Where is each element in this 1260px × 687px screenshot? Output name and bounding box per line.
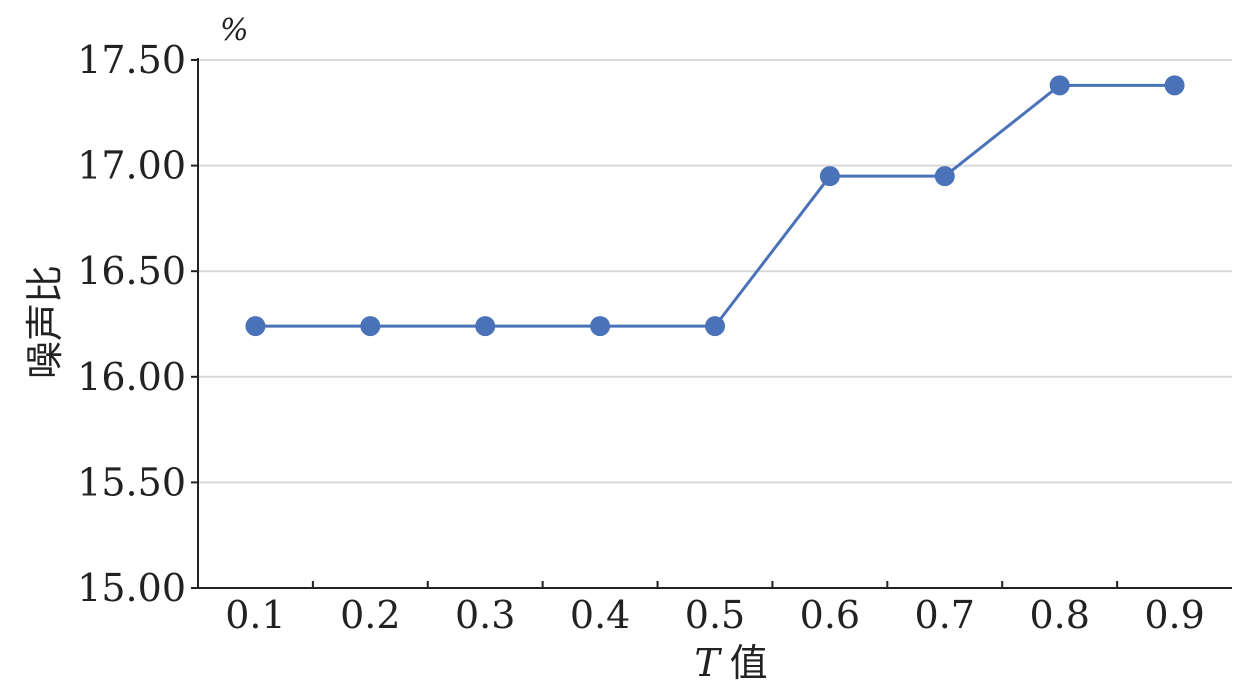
x-tick-label: 0.6	[800, 593, 860, 637]
x-tick-label: 0.9	[1144, 593, 1204, 637]
y-tick-label: 15.00	[77, 566, 186, 610]
x-axis-variable: T	[694, 641, 722, 685]
y-tick-label: 17.50	[77, 38, 186, 82]
data-point	[705, 316, 725, 337]
x-tick-label: 0.4	[570, 593, 630, 637]
series-line	[255, 83, 1175, 328]
data-point	[590, 316, 611, 337]
data-point	[1164, 75, 1185, 96]
y-tick-label: 17.00	[77, 144, 186, 188]
x-tick-label: 0.8	[1029, 593, 1089, 637]
x-tick-label: 0.1	[225, 593, 285, 637]
data-point	[1049, 75, 1070, 96]
y-tick-label: 15.50	[77, 460, 186, 504]
data-point	[245, 316, 266, 337]
y-tick-labels: 15.00 15.50 16.00 16.50 17.00 17.50	[77, 38, 186, 610]
gridlines	[198, 59, 1232, 484]
x-tick-label: 0.3	[455, 593, 515, 637]
x-axis-text: 值	[730, 641, 768, 685]
y-axis-title: 噪声比	[23, 265, 67, 379]
data-series	[245, 75, 1185, 337]
x-tick-labels: 0.1 0.2 0.3 0.4 0.5 0.6 0.7 0.8 0.9	[225, 593, 1205, 637]
y-unit-label: %	[220, 13, 249, 48]
data-point	[475, 316, 496, 337]
x-tick-label: 0.2	[340, 593, 400, 637]
y-tick-label: 16.00	[77, 355, 186, 399]
data-point	[360, 316, 381, 337]
x-tick-label: 0.7	[915, 593, 975, 637]
axes	[191, 58, 1232, 589]
x-tick-label: 0.5	[685, 593, 745, 637]
data-point	[819, 166, 840, 187]
data-point	[934, 166, 955, 187]
y-tick-label: 16.50	[77, 249, 186, 293]
